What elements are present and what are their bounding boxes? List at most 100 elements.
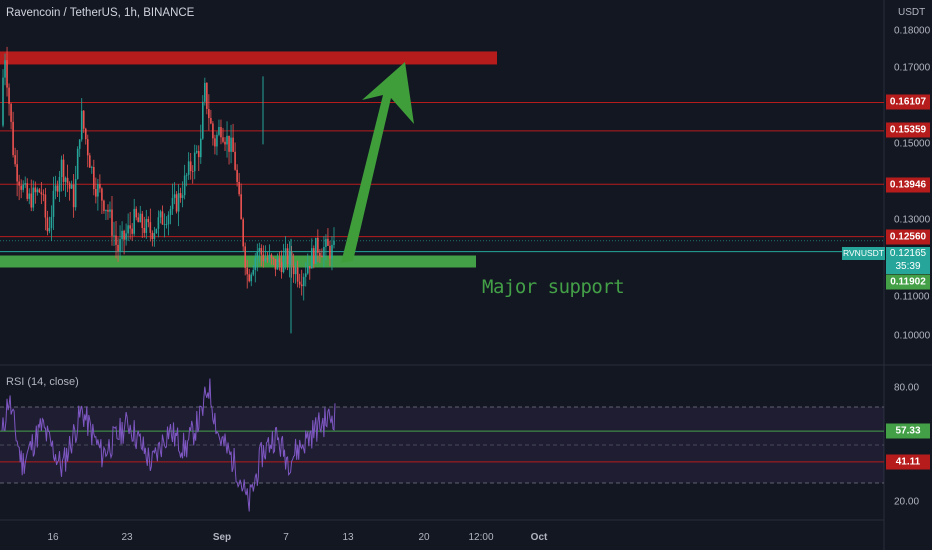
candle-body xyxy=(294,267,297,275)
candle-body xyxy=(208,108,210,119)
candle-body xyxy=(149,222,152,233)
candle-body xyxy=(256,251,259,258)
candle-body xyxy=(54,185,57,191)
x-tick: Sep xyxy=(212,532,232,543)
candle-body xyxy=(181,195,184,198)
rsi-tag-upper: 57.33 xyxy=(886,423,930,439)
candle-body xyxy=(304,273,307,277)
candle-body xyxy=(228,135,230,152)
candle-body xyxy=(224,141,226,145)
candle-body xyxy=(282,255,285,273)
candle-body xyxy=(284,248,287,256)
candle-body xyxy=(44,194,47,218)
candle-body xyxy=(28,193,31,199)
up-arrow xyxy=(341,62,414,263)
x-tick: 16 xyxy=(47,532,59,543)
x-tick: 20 xyxy=(418,532,430,543)
currency-label: USDT xyxy=(898,7,926,18)
candle-body xyxy=(30,193,33,208)
candle-body xyxy=(84,128,87,140)
candle-body xyxy=(317,237,319,253)
candle-body xyxy=(4,60,6,78)
candle-body xyxy=(189,161,192,172)
candle-body xyxy=(313,248,315,264)
candle-body xyxy=(232,137,234,152)
x-tick: 7 xyxy=(283,532,289,543)
x-tick: 12:00 xyxy=(468,532,494,543)
symbol-badge: RVNUSDT xyxy=(842,247,885,260)
candle-body xyxy=(199,138,202,158)
price-tick: 0.15000 xyxy=(894,138,931,150)
candle-body xyxy=(218,127,220,135)
candle-body xyxy=(204,82,206,102)
support-label: Major support xyxy=(482,276,625,298)
candle-body xyxy=(86,139,89,156)
candle-body xyxy=(298,281,301,285)
candle-body xyxy=(329,245,331,259)
candle-body xyxy=(236,169,238,182)
candle-body xyxy=(242,219,244,247)
candle-body xyxy=(214,138,216,147)
candle-body xyxy=(74,179,77,208)
price-tick: 0.11000 xyxy=(894,291,930,303)
rsi-pane xyxy=(0,378,884,512)
candle-body xyxy=(252,269,255,275)
candle-body xyxy=(248,274,251,282)
candle-body xyxy=(270,254,273,258)
candle-body xyxy=(222,137,224,142)
candle-body xyxy=(26,183,29,199)
candle-body xyxy=(250,274,253,282)
candle-body xyxy=(18,181,20,186)
candle-body xyxy=(143,228,146,233)
candle-body xyxy=(16,164,18,182)
x-tick: 13 xyxy=(342,532,354,543)
candle-body xyxy=(300,284,303,287)
level-lines xyxy=(0,51,884,268)
candle-body xyxy=(105,209,107,211)
candle-body xyxy=(60,159,63,177)
candle-body xyxy=(306,266,309,274)
candle-body xyxy=(101,188,103,201)
candle-body xyxy=(163,224,166,226)
candle-body xyxy=(46,217,49,232)
level-tag: 0.16107 xyxy=(886,94,930,110)
candle-body xyxy=(115,235,117,245)
candle-body xyxy=(68,183,71,189)
candle-body xyxy=(123,230,125,240)
candle-body xyxy=(8,87,10,104)
candle-body xyxy=(230,137,232,152)
rsi-line xyxy=(1,378,336,512)
candle-body xyxy=(321,255,323,258)
candle-body xyxy=(56,185,59,192)
candle-body xyxy=(266,258,269,260)
candle-body xyxy=(119,239,121,252)
candle-body xyxy=(64,177,67,182)
candle-body xyxy=(234,151,236,170)
candle-body xyxy=(125,233,127,240)
x-tick: Oct xyxy=(530,532,548,543)
candle-body xyxy=(76,148,79,180)
candle-body xyxy=(280,262,283,273)
resistance-zone xyxy=(0,51,497,65)
candle-body xyxy=(167,214,170,225)
candle-body xyxy=(20,185,22,190)
candle-body xyxy=(135,208,138,218)
candle-body xyxy=(191,171,194,172)
candle-body xyxy=(315,237,317,264)
candle-body xyxy=(6,60,8,88)
candle-body xyxy=(331,244,333,259)
candle-body xyxy=(24,183,27,185)
candle-body xyxy=(34,187,37,193)
candle-body xyxy=(258,248,261,252)
candle-body xyxy=(310,248,313,269)
candle-body xyxy=(2,77,4,126)
candle-body xyxy=(296,267,299,282)
candle-body xyxy=(286,248,289,265)
chart-title: Ravencoin / TetherUS, 1h, BINANCE xyxy=(6,7,195,19)
price-tick: 0.10000 xyxy=(894,330,931,342)
support-tag: 0.11902 xyxy=(886,274,930,290)
level-tag: 0.13946 xyxy=(886,177,930,193)
candle-body xyxy=(268,254,271,260)
